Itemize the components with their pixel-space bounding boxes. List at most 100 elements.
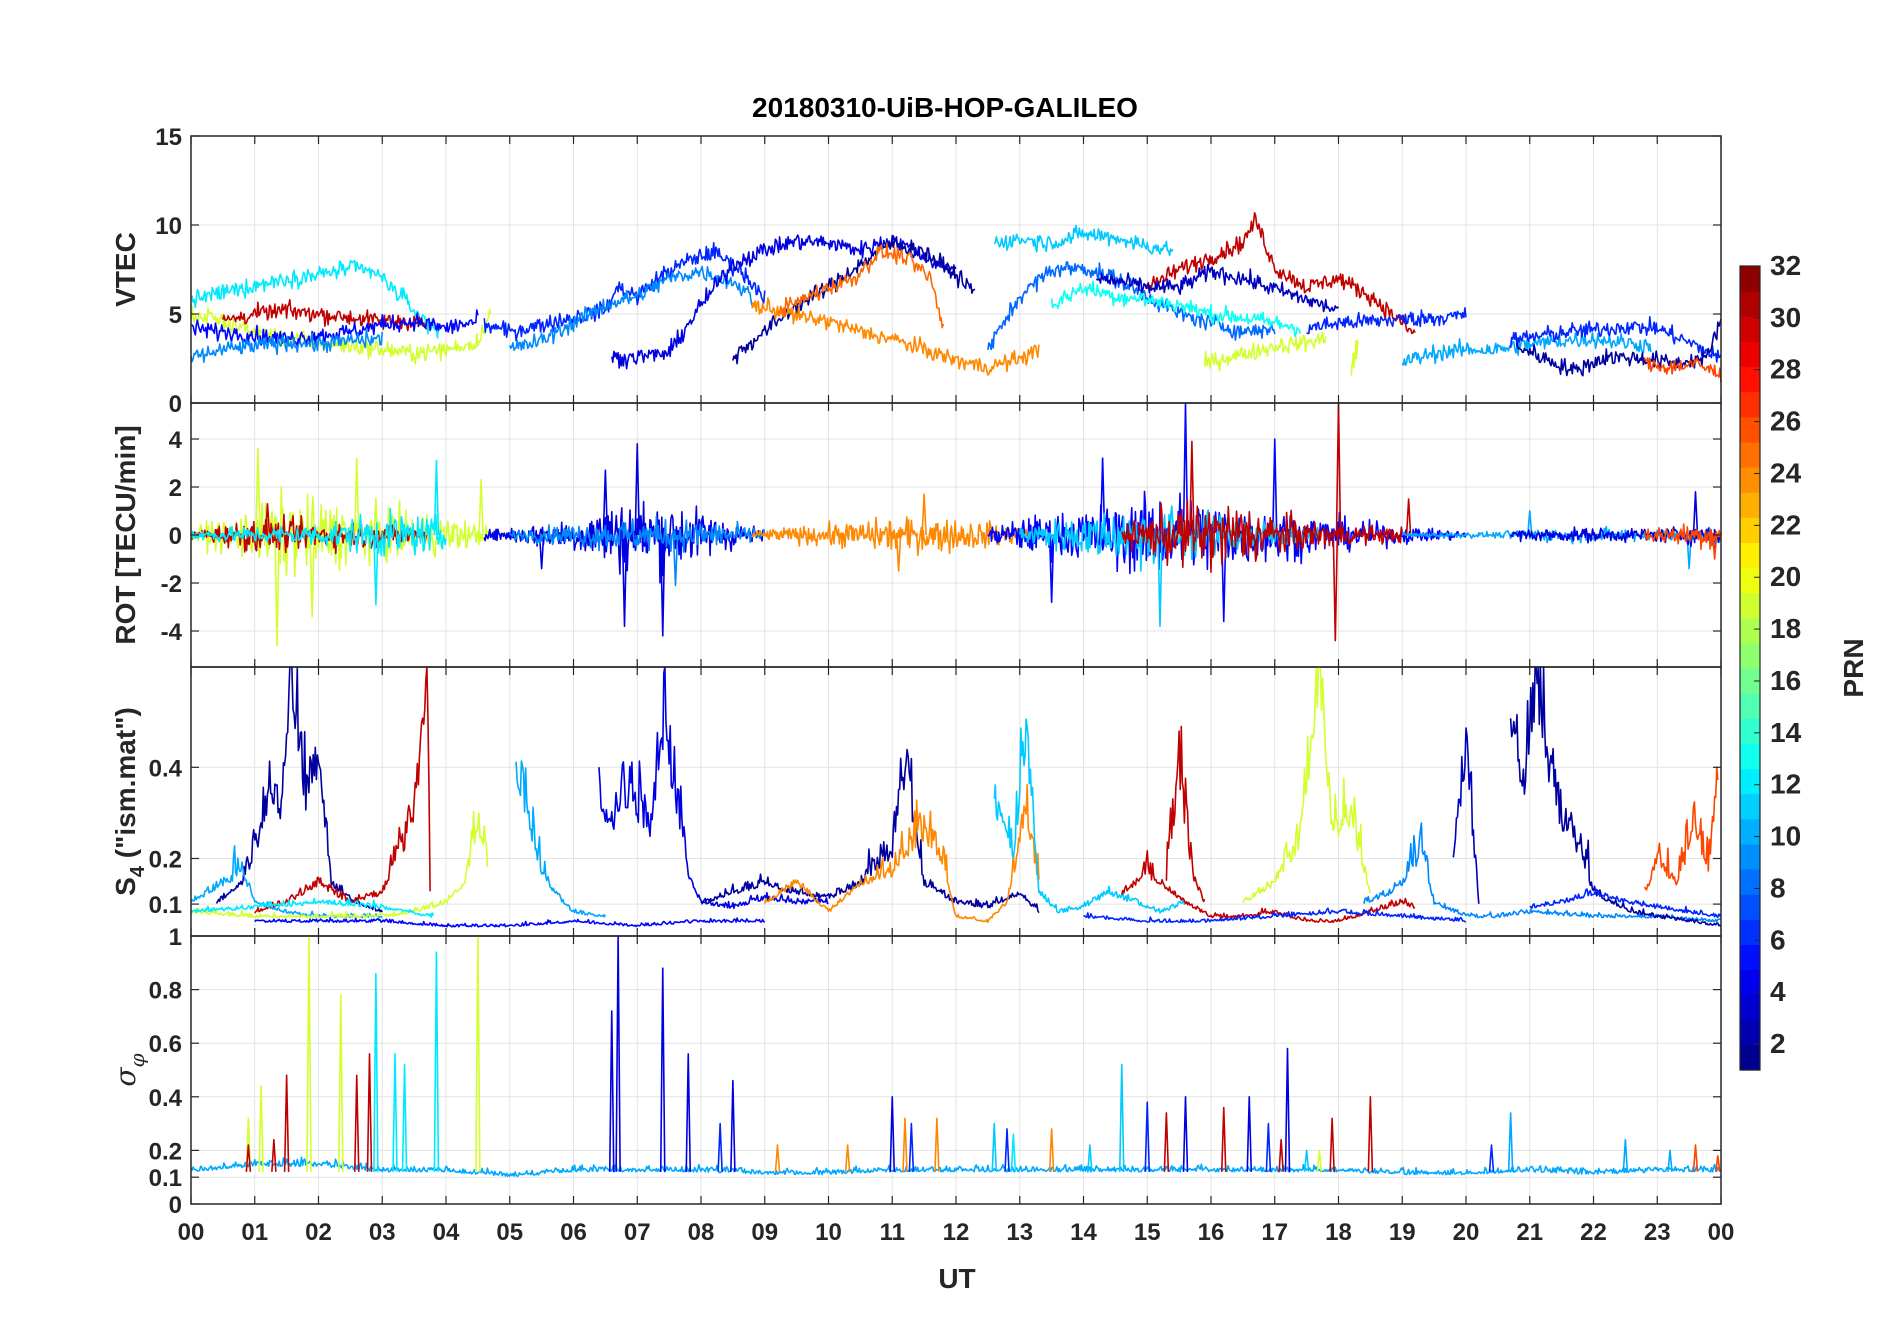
colorbar-segment	[1740, 843, 1760, 870]
series-vtec-prn30	[1146, 212, 1416, 335]
colorbar-segment	[1740, 391, 1760, 418]
tickmarks-sigma_phi	[190, 935, 1722, 1205]
colorbar-tick-label: 10	[1770, 821, 1801, 852]
colorbar-segment	[1740, 542, 1760, 569]
y-tick-label: 0	[169, 391, 182, 418]
spike-sigma_phi-prn6	[1004, 1128, 1010, 1172]
series-s4-prn2	[700, 748, 1040, 914]
x-tick-label: 00	[1708, 1219, 1735, 1246]
spike-rot-prn9	[672, 534, 679, 587]
spike-sigma_phi-prn24	[934, 1117, 940, 1172]
spike-sigma_phi-prn30	[1278, 1138, 1284, 1172]
colorbar-segment	[1740, 617, 1760, 644]
x-tick-label: 14	[1070, 1219, 1097, 1246]
spike-rot-prn11	[1157, 534, 1163, 627]
series-vtec-prn13	[1050, 280, 1302, 338]
colorbar-segment	[1740, 693, 1760, 719]
colorbar-segment	[1740, 341, 1760, 368]
colorbar-tick-label: 16	[1770, 665, 1801, 696]
x-tick-label: 02	[305, 1219, 332, 1246]
colorbar-tick-label: 2	[1770, 1028, 1786, 1059]
x-tick-label: 19	[1389, 1219, 1416, 1246]
spike-rot-prn24	[921, 493, 927, 536]
spike-sigma_phi-prn11	[1118, 1063, 1125, 1172]
y-tick-label: 0	[169, 523, 182, 550]
spike-sigma_phi-prn12	[373, 972, 379, 1172]
spike-sigma_phi-prn10	[1507, 1112, 1514, 1172]
spike-sigma_phi-prn26	[1692, 1144, 1699, 1172]
colorbar-segment	[1740, 316, 1760, 342]
series-s4-prn30	[1121, 850, 1416, 924]
y-axis-label-rot: ROT [TECU/min]	[110, 425, 141, 644]
y-tick-label: 1	[169, 924, 182, 951]
spike-sigma_phi-prn30	[1329, 1117, 1335, 1172]
x-tick-label: 12	[943, 1219, 970, 1246]
x-tick-label: 16	[1198, 1219, 1225, 1246]
colorbar-segment	[1740, 291, 1760, 317]
spike-sigma_phi-prn10	[1667, 1149, 1673, 1172]
spike-sigma_phi-prn10	[1622, 1138, 1629, 1172]
spike-sigma_phi-prn26	[1715, 1154, 1721, 1172]
x-tick-label: 17	[1261, 1219, 1288, 1246]
y-tick-label: 10	[155, 213, 182, 240]
series-vtec-prn9	[509, 265, 753, 351]
colorbar-segment	[1740, 944, 1760, 971]
spike-sigma_phi-prn6	[908, 1122, 915, 1172]
colorbar-segment	[1740, 919, 1760, 945]
x-tick-label: 08	[688, 1219, 715, 1246]
tickmarks-rot	[190, 403, 1722, 667]
spike-sigma_phi-prn30	[245, 1144, 252, 1172]
colorbar-segment	[1740, 894, 1760, 920]
spike-sigma_phi-prn19	[258, 1085, 264, 1172]
spike-rot-prn4	[634, 443, 641, 536]
panel-s4: 0.1 0.2 0.4S4 ("ism.mat")	[110, 666, 1722, 937]
series-vtec-prn9	[190, 329, 384, 363]
series-vtec-prn2	[732, 234, 976, 365]
spike-sigma_phi-prn6	[717, 1122, 723, 1172]
colorbar-tick-label: 26	[1770, 406, 1801, 437]
spike-sigma_phi-prn30	[1367, 1096, 1374, 1172]
spike-sigma_phi-prn4	[1246, 1096, 1253, 1172]
x-tick-label: 15	[1134, 1219, 1161, 1246]
spike-rot-prn19	[255, 447, 261, 536]
grid-sigma_phi	[190, 935, 1722, 1205]
series-s4-prn10	[190, 845, 383, 919]
y-tick-label: 15	[155, 124, 182, 151]
colorbar-segment	[1740, 266, 1760, 292]
spike-sigma_phi-prn4	[608, 1010, 615, 1172]
spike-rot-prn4	[621, 534, 628, 627]
colorbar-segment	[1740, 818, 1760, 845]
x-tick-label: 13	[1006, 1219, 1033, 1246]
series-rot-prn30	[1121, 498, 1404, 573]
spike-rot-prn12	[433, 459, 440, 536]
series-s4-prn9	[1363, 822, 1722, 923]
chart-title: 20180310-UiB-HOP-GALILEO	[752, 92, 1138, 123]
y-axis-label-sigma_phi: σφ	[109, 1053, 149, 1086]
colorbar-segment	[1740, 1044, 1760, 1071]
colorbar-segment	[1740, 416, 1760, 443]
colorbar-tick-label: 30	[1770, 302, 1801, 333]
series-vtec-prn6	[1306, 307, 1467, 335]
x-tick-label: 00	[178, 1219, 205, 1246]
x-tick-label: 18	[1325, 1219, 1352, 1246]
series-s4-prn3	[1452, 727, 1480, 904]
colorbar-frame	[1739, 265, 1761, 1071]
y-tick-label: 0.8	[149, 978, 182, 1005]
spike-sigma_phi-prn12	[1010, 1133, 1017, 1172]
x-tick-label: 03	[369, 1219, 396, 1246]
colorbar-tick-label: 4	[1770, 976, 1786, 1007]
y-tick-label: -2	[161, 571, 182, 598]
y-tick-label: 5	[169, 302, 182, 329]
series-group-vtec	[190, 212, 1722, 383]
spike-rot-prn19	[274, 534, 280, 647]
spike-sigma_phi-prn12	[392, 1053, 398, 1172]
spike-sigma_phi-prn12	[433, 951, 440, 1172]
spike-rot-prn5	[1099, 457, 1106, 536]
spike-rot-prn10	[1526, 510, 1533, 536]
spike-sigma_phi-prn6	[1488, 1144, 1495, 1172]
y-tick-label: 0.6	[149, 1031, 182, 1058]
series-rot-prn12	[190, 507, 447, 557]
colorbar-segment	[1740, 668, 1760, 694]
